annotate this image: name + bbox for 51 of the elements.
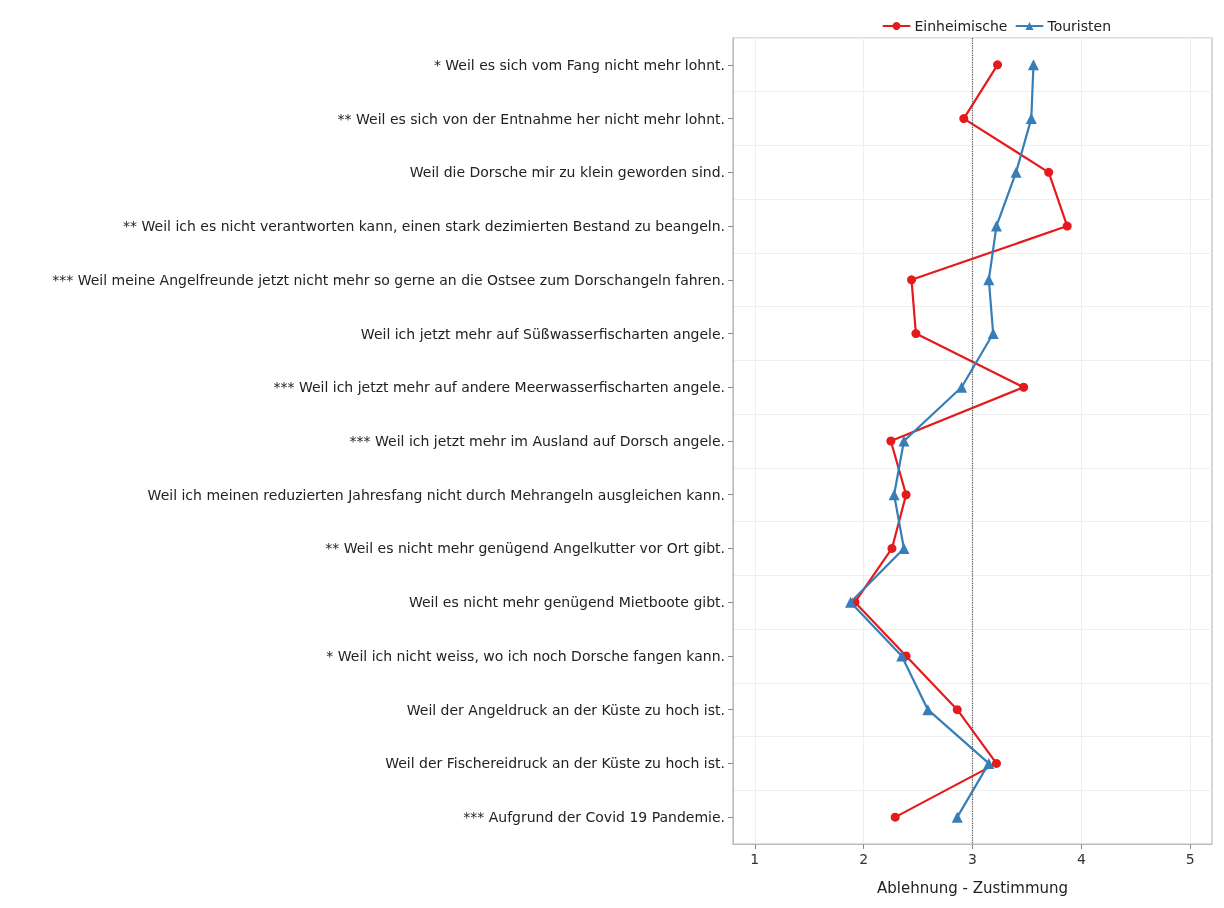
y-tick-label: *** Aufgrund der Covid 19 Pandemie. <box>463 809 725 826</box>
point <box>1044 167 1054 177</box>
point <box>952 705 962 715</box>
x-tick-label: 3 <box>968 851 977 867</box>
point <box>1027 59 1039 71</box>
point <box>951 811 963 823</box>
point <box>887 543 897 553</box>
point <box>987 328 999 340</box>
point <box>1010 166 1022 178</box>
point <box>901 490 911 500</box>
y-tick-label: Weil ich meinen reduzierten Jahresfang nicht durch Mehrangeln ausgleichen kann. <box>147 486 725 503</box>
point <box>993 60 1003 70</box>
point <box>956 381 968 393</box>
point <box>959 114 969 124</box>
point <box>896 650 908 662</box>
y-tick-label: *** Weil ich jetzt mehr im Ausland auf Dorsch angele. <box>349 433 725 449</box>
point <box>991 758 1001 768</box>
point <box>911 329 921 339</box>
point <box>845 596 857 608</box>
point <box>898 435 910 447</box>
point <box>886 436 896 446</box>
point <box>1025 113 1037 125</box>
y-tick-label: ** Weil es sich von der Entnahme her nicht mehr lohnt. <box>337 110 725 127</box>
legend-label: Einheimische <box>914 18 1008 34</box>
point <box>1019 382 1029 392</box>
x-tick-label: 1 <box>750 851 760 867</box>
y-tick-label: Weil es nicht mehr genügend Mietboote gibt. <box>408 594 725 611</box>
x-axis-title: Ablehnung - Zustimmung <box>876 878 1069 897</box>
y-tick-label: ** Weil ich es nicht verantworten kann, einen stark dezimierten Bestand zu beangeln. <box>123 218 725 235</box>
y-tick-label: *** Weil meine Angelfreunde jetzt nicht mehr so gerne an die Ostsee zum Dorschangeln fahren. <box>52 271 725 288</box>
point <box>1062 221 1072 231</box>
y-tick-label: * Weil es sich vom Fang nicht mehr lohnt. <box>433 56 725 73</box>
y-tick-label: ** Weil es nicht mehr genügend Angelkutter vor Ort gibt. <box>325 540 725 557</box>
point <box>983 274 995 286</box>
y-tick-label: Weil der Fischereidruck an der Küste zu hoch ist. <box>385 755 725 772</box>
y-tick-label: Weil der Angeldruck an der Küste zu hoch ist. <box>406 701 725 718</box>
x-tick-label: 2 <box>859 851 869 867</box>
y-tick-label: *** Weil ich jetzt mehr auf andere Meerwasserfischarten angele. <box>273 379 725 396</box>
point <box>898 542 910 554</box>
point <box>990 220 1002 232</box>
y-tick-label: Weil die Dorsche mir zu klein geworden sind. <box>409 164 725 181</box>
point <box>922 704 934 716</box>
x-tick-label: 5 <box>1185 851 1195 867</box>
point <box>983 757 995 769</box>
point <box>888 489 900 501</box>
y-tick-label: * Weil ich nicht weiss, wo ich noch Dorsche fangen kann. <box>326 647 725 664</box>
x-tick-label: 4 <box>1076 851 1086 867</box>
y-tick-label: Weil ich jetzt mehr auf Süßwasserfischarten angele. <box>360 325 725 342</box>
legend-label: Touristen <box>1046 18 1111 34</box>
point <box>890 812 900 822</box>
point <box>907 275 917 285</box>
